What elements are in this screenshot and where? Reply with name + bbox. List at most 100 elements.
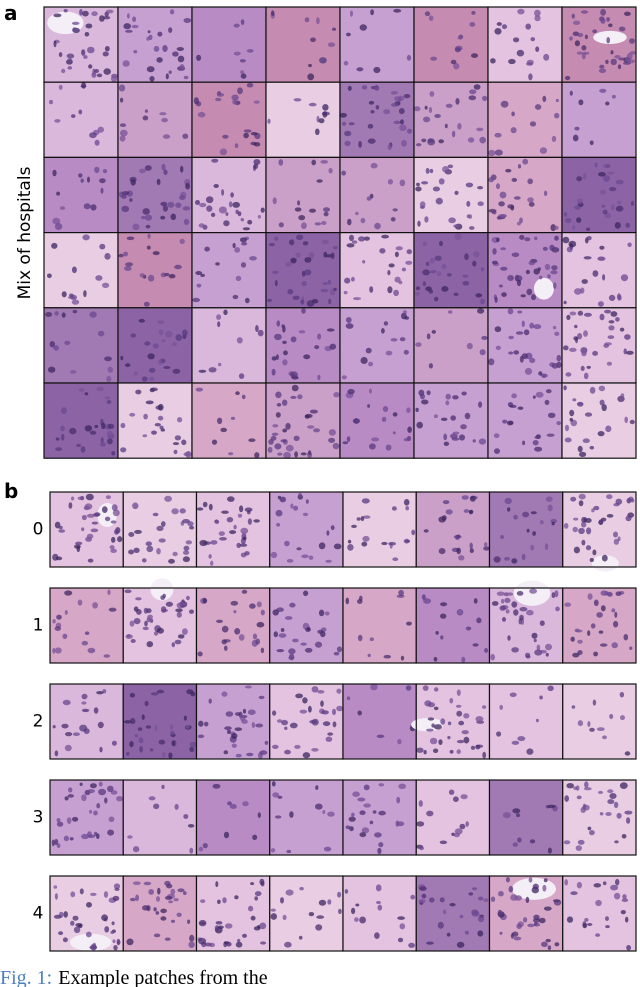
patch-nucleus xyxy=(525,269,531,275)
patch-nucleus xyxy=(423,116,431,123)
patch-nucleus xyxy=(90,204,97,211)
patch-nucleus xyxy=(575,785,580,791)
patch-background xyxy=(562,684,636,759)
patch-nucleus xyxy=(369,443,376,450)
patch-nucleus xyxy=(573,546,581,554)
patch-nucleus xyxy=(554,235,559,241)
patch-nucleus xyxy=(400,655,405,661)
patch-nucleus xyxy=(132,502,139,510)
patch-nucleus xyxy=(236,542,241,549)
patch-nucleus xyxy=(197,111,206,118)
patch-nucleus xyxy=(239,59,246,63)
patch-nucleus xyxy=(359,916,366,924)
patch-nucleus xyxy=(600,590,608,596)
patch-nucleus xyxy=(534,446,543,452)
patch-nucleus xyxy=(110,75,118,83)
patch-nucleus xyxy=(517,406,524,410)
patch-nucleus xyxy=(152,512,159,517)
patch-nucleus xyxy=(274,443,282,450)
patch-nucleus xyxy=(78,173,83,178)
patch-nucleus xyxy=(441,286,449,292)
patch-nucleus xyxy=(130,897,136,902)
patch-nucleus xyxy=(192,297,201,303)
patch-nucleus xyxy=(459,434,465,441)
patch-nucleus xyxy=(370,9,374,16)
patch-nucleus xyxy=(328,298,332,305)
patch-nucleus xyxy=(270,848,276,853)
patch-nucleus xyxy=(303,590,309,597)
patch-nucleus xyxy=(271,368,276,376)
patch-nucleus xyxy=(232,99,238,105)
patch-image xyxy=(49,779,124,856)
patch-nucleus xyxy=(130,333,137,338)
patch-nucleus xyxy=(148,889,154,895)
patch-nucleus xyxy=(416,143,422,147)
patch-nucleus xyxy=(225,711,234,717)
patch-image xyxy=(339,232,415,309)
patch-nucleus xyxy=(301,222,307,230)
patch-nucleus xyxy=(569,36,573,41)
patch-nucleus xyxy=(611,642,618,649)
patch-nucleus xyxy=(87,176,90,183)
patch-nucleus xyxy=(258,695,265,700)
patch-nucleus xyxy=(538,371,543,376)
patch-nucleus xyxy=(501,292,507,297)
patch-nucleus xyxy=(168,558,175,564)
patch-nucleus xyxy=(107,829,114,836)
patch-image xyxy=(49,683,124,760)
patch-background xyxy=(488,7,562,83)
patch-nucleus xyxy=(98,788,107,796)
patch-nucleus xyxy=(570,636,575,642)
patch-nucleus xyxy=(268,439,274,445)
patch-nucleus xyxy=(219,537,227,541)
patch-nucleus xyxy=(120,422,126,429)
patch-nucleus xyxy=(279,496,287,503)
patch-nucleus xyxy=(152,343,159,349)
patch-nucleus xyxy=(507,275,514,281)
patch-nucleus xyxy=(174,264,182,270)
patch-nucleus xyxy=(65,732,73,737)
patch-nucleus xyxy=(351,907,356,915)
patch-nucleus xyxy=(294,451,298,458)
patch-nucleus xyxy=(198,919,207,927)
patch-nucleus xyxy=(289,722,298,729)
patch-nucleus xyxy=(161,339,166,343)
patch-nucleus xyxy=(202,843,208,849)
patch-nucleus xyxy=(56,614,62,620)
patch-nucleus xyxy=(393,289,399,297)
patch-nucleus xyxy=(387,286,393,294)
patch-nucleus xyxy=(600,605,606,612)
patch-nucleus xyxy=(211,158,219,163)
patch-nucleus xyxy=(526,62,534,66)
patch-nucleus xyxy=(233,23,240,28)
patch-nucleus xyxy=(157,627,164,634)
patch-nucleus xyxy=(82,10,89,17)
patch-nucleus xyxy=(327,732,334,736)
patch-nucleus xyxy=(513,936,522,941)
patch-nucleus xyxy=(529,588,537,594)
patch-nucleus xyxy=(392,412,398,417)
patch-image xyxy=(117,156,193,234)
patch-nucleus xyxy=(550,270,558,275)
patch-nucleus xyxy=(93,810,98,816)
patch-nucleus xyxy=(478,401,483,408)
patch-nucleus xyxy=(391,506,397,511)
patch-nucleus xyxy=(556,354,562,362)
patch-image xyxy=(43,81,119,158)
patch-nucleus xyxy=(316,915,325,919)
patch-nucleus xyxy=(147,30,151,34)
patch-nucleus xyxy=(551,521,555,526)
patch-nucleus xyxy=(602,881,607,886)
patch-nucleus xyxy=(547,274,551,279)
patch-nucleus xyxy=(516,49,525,57)
patch-nucleus xyxy=(217,925,224,929)
patch-nucleus xyxy=(96,691,104,695)
patch-nucleus xyxy=(284,616,293,620)
patch-nucleus xyxy=(284,726,288,730)
patch-background xyxy=(414,307,488,383)
patch-nucleus xyxy=(323,846,332,852)
patch-nucleus xyxy=(381,234,389,239)
patch-nucleus xyxy=(443,441,450,446)
patch-image xyxy=(339,307,415,384)
patch-nucleus xyxy=(298,493,302,498)
